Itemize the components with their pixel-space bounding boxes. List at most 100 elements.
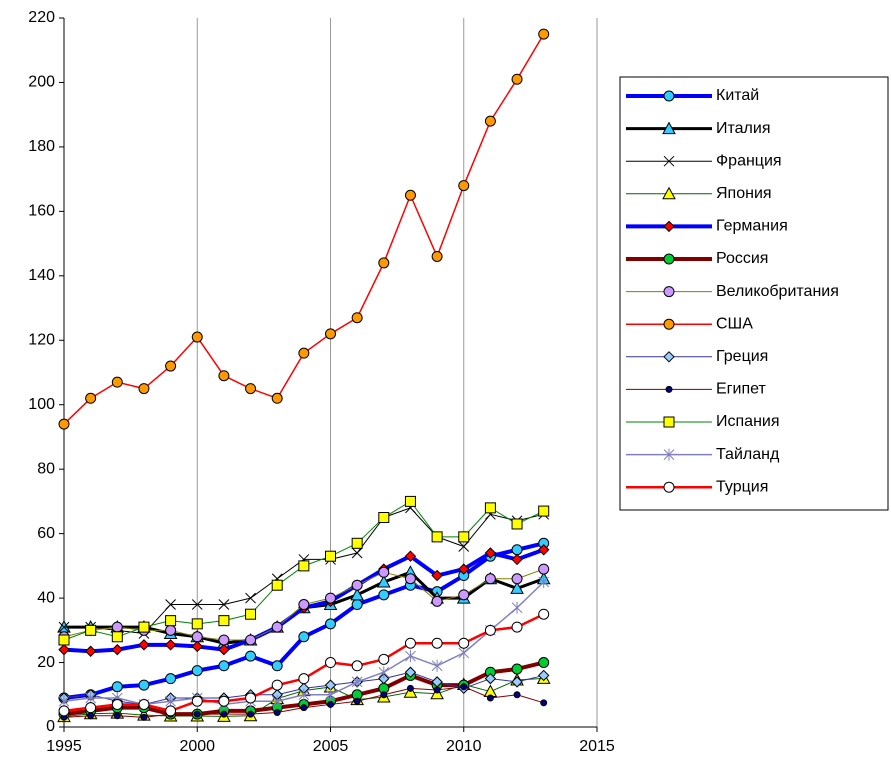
marker [138, 621, 150, 633]
marker [300, 704, 308, 712]
marker [84, 645, 97, 657]
legend-item: Греция [626, 348, 768, 365]
marker [484, 547, 497, 559]
marker [220, 710, 228, 718]
marker [58, 418, 70, 430]
marker [538, 28, 550, 40]
y-tick-label: 200 [28, 74, 55, 91]
marker [511, 553, 523, 566]
y-tick-label: 120 [28, 331, 55, 348]
marker [271, 621, 283, 633]
marker [513, 691, 521, 699]
marker [537, 544, 550, 556]
marker [165, 624, 177, 636]
series [58, 575, 550, 711]
marker [191, 695, 203, 707]
marker [663, 351, 675, 363]
marker [191, 331, 203, 343]
marker [245, 650, 257, 662]
marker [218, 599, 230, 610]
marker [273, 708, 281, 716]
marker [405, 650, 416, 663]
marker [111, 643, 124, 656]
marker [138, 698, 150, 710]
legend-label: Китай [716, 87, 759, 104]
marker [298, 688, 310, 701]
marker [538, 657, 550, 669]
marker [298, 560, 310, 572]
marker [484, 624, 496, 636]
legend-item: Франция [626, 152, 782, 169]
marker [431, 569, 443, 582]
marker [140, 713, 148, 721]
marker [663, 448, 675, 461]
marker [380, 691, 388, 699]
marker [351, 579, 363, 591]
series [58, 28, 550, 430]
marker [351, 547, 363, 559]
marker [378, 672, 390, 685]
marker [325, 592, 336, 604]
marker [484, 502, 496, 514]
marker [325, 618, 336, 630]
marker [218, 643, 230, 656]
marker [298, 631, 310, 643]
marker [431, 250, 443, 262]
y-tick-label: 60 [37, 525, 55, 542]
marker [165, 673, 177, 685]
marker [298, 347, 310, 359]
legend-label: Греция [716, 348, 768, 365]
marker [111, 631, 123, 643]
marker [484, 115, 496, 127]
marker [404, 573, 416, 585]
marker [85, 624, 97, 636]
series [58, 608, 550, 717]
marker [218, 660, 230, 672]
marker [58, 634, 70, 646]
marker [245, 383, 257, 395]
legend-label: США [716, 315, 753, 332]
legend-item: Германия [626, 218, 788, 235]
marker [404, 550, 417, 562]
legend-item: Китай [626, 87, 759, 104]
legend-label: Германия [716, 218, 788, 235]
marker [298, 599, 310, 611]
marker [165, 599, 176, 610]
marker [111, 376, 123, 388]
marker [351, 660, 363, 672]
legend-item: Египет [626, 381, 766, 398]
marker [538, 575, 550, 588]
marker [540, 699, 548, 707]
marker [663, 155, 675, 167]
legend-item: США [626, 315, 753, 332]
marker [404, 666, 417, 678]
x-tick-label: 2005 [313, 738, 349, 755]
marker [511, 573, 523, 585]
marker [665, 385, 673, 393]
marker [376, 574, 391, 588]
marker [165, 695, 176, 708]
marker [511, 73, 523, 85]
marker [165, 615, 177, 627]
marker [325, 657, 336, 669]
legend-item: Тайланд [626, 446, 780, 463]
marker [458, 531, 470, 543]
y-tick-label: 160 [28, 203, 55, 220]
marker [510, 581, 524, 594]
y-tick-label: 140 [28, 267, 55, 284]
marker [378, 566, 390, 578]
marker [663, 90, 675, 102]
marker [663, 220, 675, 233]
marker [138, 679, 150, 691]
x-tick-label: 2015 [579, 738, 615, 755]
marker [511, 676, 523, 688]
marker [245, 592, 256, 604]
legend-item: Испания [626, 413, 780, 430]
marker [350, 587, 364, 601]
marker [111, 681, 123, 693]
marker [58, 695, 70, 708]
marker [458, 637, 470, 649]
marker [351, 599, 363, 611]
marker [431, 595, 443, 607]
